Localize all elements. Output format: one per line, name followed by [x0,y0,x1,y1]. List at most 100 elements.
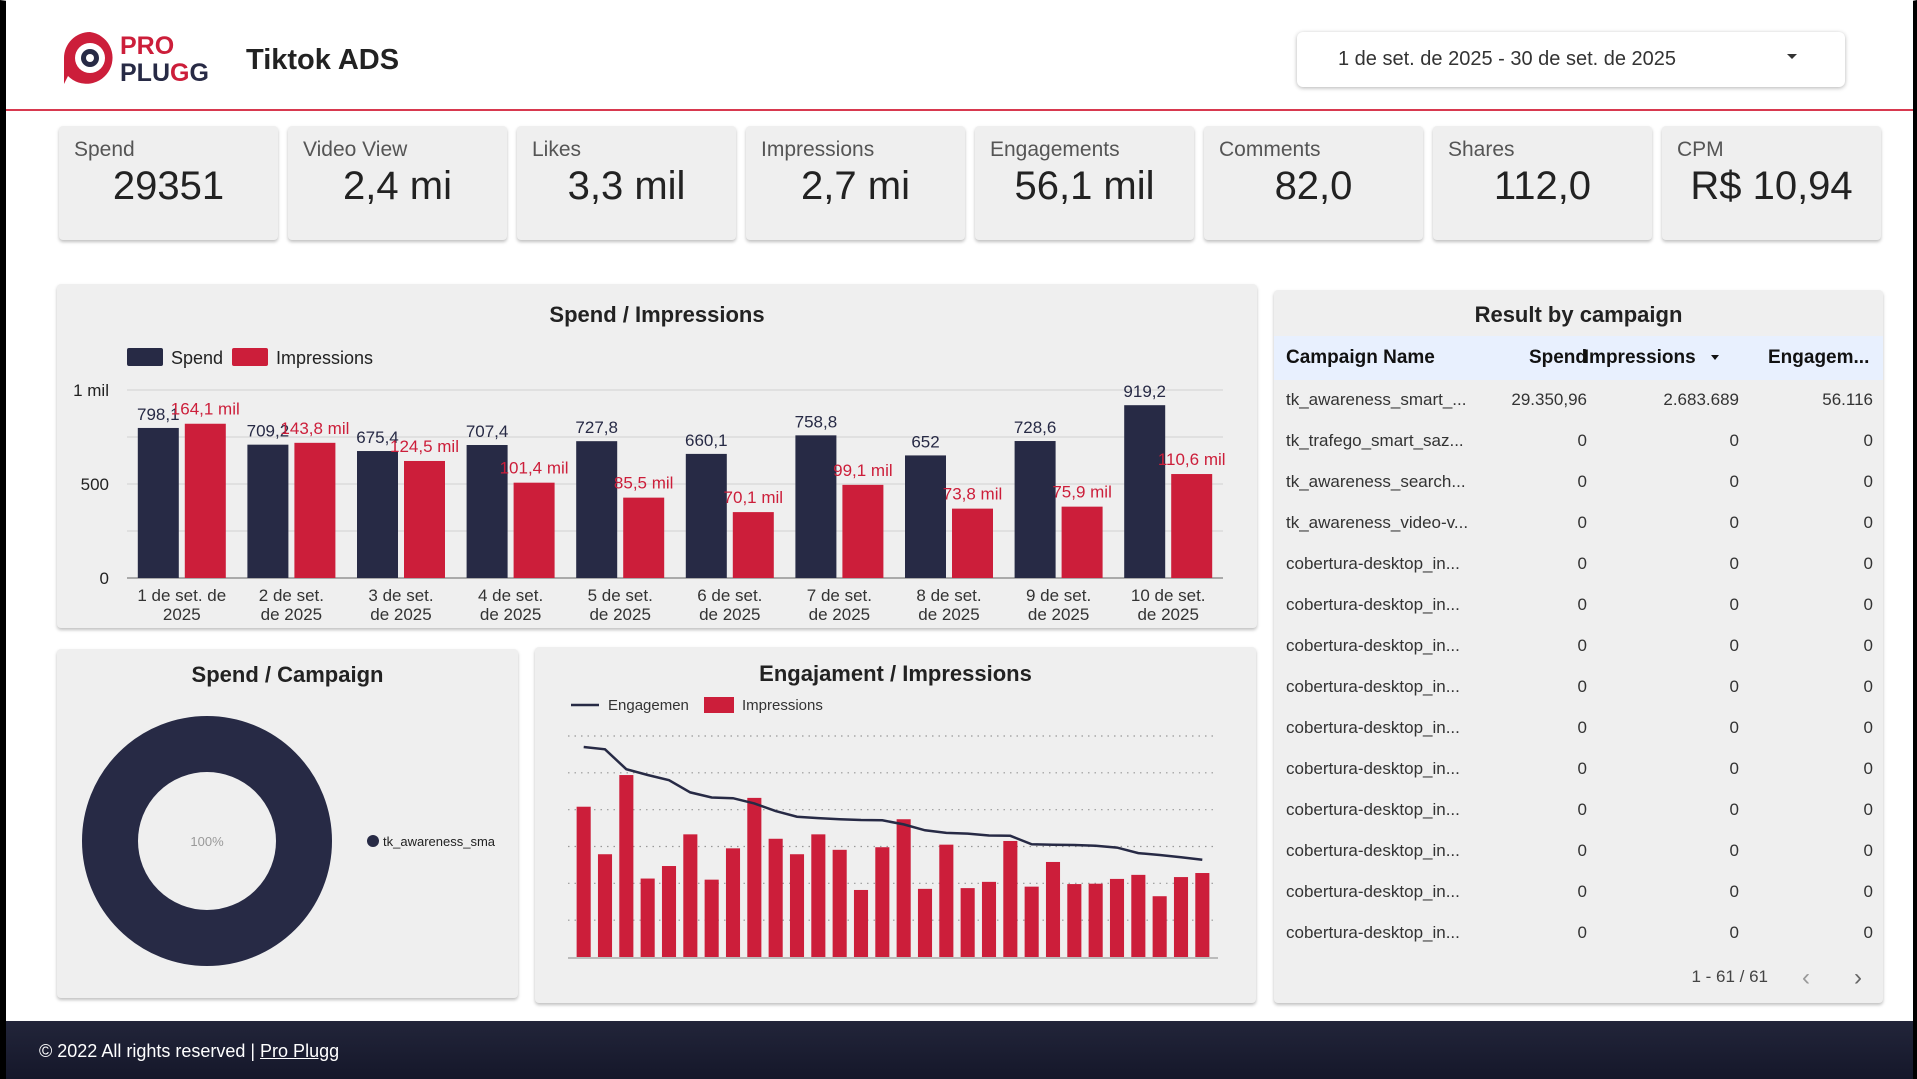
table-title: Result by campaign [1474,302,1683,327]
bar-impressions [404,460,445,578]
date-range-picker[interactable]: 1 de set. de 2025 - 30 de set. de 2025 [1297,32,1845,87]
bar-impressions [704,879,719,957]
cell-impressions: 0 [1729,841,1739,860]
cell-engagements: 0 [1863,472,1873,491]
bar-impressions [1045,861,1061,957]
legend-swatch-impressions [704,697,734,713]
cell-campaign-name: cobertura-desktop_in... [1286,636,1460,655]
x-tick-label: de 2025 [809,605,870,624]
bar-impressions [576,806,591,957]
column-header-engagements[interactable]: Engagem... [1768,347,1870,368]
table-row[interactable]: tk_awareness_smart_... 29.350,96 2.683.689… [1274,380,1883,421]
kpi-label: Impressions [761,138,875,161]
kpi-value: R$ 10,94 [1690,164,1853,208]
cell-impressions: 0 [1729,472,1739,491]
spend-campaign-chart-card: Spend / Campaign 100% tk_awareness_sma [57,649,518,998]
data-label-impressions: 73,8 mil [943,485,1003,504]
pagination-label: 1 - 61 / 61 [1691,967,1768,986]
bar-impressions [725,848,741,957]
cell-impressions: 0 [1729,923,1739,942]
x-tick-label: 2025 [163,605,201,624]
cell-spend: 0 [1577,718,1587,737]
chart-title: Engajament / Impressions [759,661,1032,686]
cell-impressions: 0 [1729,513,1739,532]
pro-plugg-link[interactable]: Pro Plugg [260,1041,340,1061]
x-tick-label: 2 de set. [259,586,324,605]
cell-spend: 0 [1577,554,1587,573]
cell-spend: 0 [1577,472,1587,491]
cell-campaign-name: cobertura-desktop_in... [1286,923,1460,942]
bar-impressions [1173,877,1189,957]
y-tick-label: 1 mil [73,381,109,400]
cell-engagements: 56.116 [1822,390,1873,409]
legend-label-engagements: Engagemen [608,697,689,714]
header: PRO PLUGG Tiktok ADS 1 de set. de 2025 -… [6,0,1913,111]
bar-impressions [747,797,762,957]
data-label-spend: 707,4 [466,422,509,441]
prev-page-button[interactable]: ‹ [1802,964,1810,991]
copyright-text: © 2022 All rights reserved | [39,1041,261,1061]
cell-campaign-name: cobertura-desktop_in... [1286,595,1460,614]
kpi-card-cpm: CPM R$ 10,94 [1662,126,1881,240]
bar-impressions [939,844,954,957]
table-row[interactable]: tk_awareness_search... 0 0 0 [1274,462,1883,503]
column-header-spend[interactable]: Spend [1528,347,1587,368]
bar-impressions [1061,506,1103,578]
bar-spend [357,451,398,578]
cell-spend: 0 [1577,513,1587,532]
column-header-campaign-name[interactable]: Campaign Name [1286,347,1435,368]
kpi-card-spend: Spend 29351 [59,126,278,240]
cell-engagements: 0 [1863,636,1873,655]
caret-down-icon [1711,355,1719,361]
bar-impressions [597,854,613,957]
x-tick-label: 3 de set. [368,586,433,605]
cell-engagements: 0 [1863,759,1873,778]
svg-text:PRO: PRO [120,32,174,60]
x-tick-label: de 2025 [589,605,650,624]
cell-impressions: 0 [1729,677,1739,696]
table-header: Campaign Name Spend Impressions Engagem.… [1274,336,1883,380]
kpi-value: 112,0 [1493,164,1592,208]
bar-impressions [1024,886,1039,957]
table-body[interactable]: tk_awareness_smart_... 29.350,96 2.683.689… [1274,380,1883,962]
next-page-button[interactable]: › [1854,964,1862,991]
bar-impressions [184,423,226,578]
bar-impressions [661,866,677,957]
table-row[interactable]: tk_awareness_video-v... 0 0 0 [1274,503,1883,544]
bar-impressions [1195,873,1210,957]
kpi-label: Comments [1219,138,1321,161]
bar-impressions [1109,878,1125,957]
data-label-spend: 798,1 [137,405,180,424]
cell-impressions: 0 [1729,431,1739,450]
cell-engagements: 0 [1863,718,1873,737]
table-row[interactable]: tk_trafego_smart_saz... 0 0 0 [1274,421,1883,462]
kpi-value: 56,1 mil [1014,164,1155,208]
cell-spend: 0 [1577,431,1587,450]
x-tick-label: de 2025 [699,605,760,624]
cell-impressions: 0 [1729,595,1739,614]
y-tick-label: 500 [81,475,109,494]
bar-impressions [875,847,890,957]
legend-label-impressions: Impressions [742,697,823,714]
cell-engagements: 0 [1863,677,1873,696]
table-row[interactable]: cobertura-desktop_in...000 [1274,954,1883,962]
column-header-impressions[interactable]: Impressions [1584,336,1719,380]
cell-engagements: 0 [1863,431,1873,450]
kpi-card-shares: Shares 112,0 [1433,126,1652,240]
cell-campaign-name: tk_awareness_search... [1286,472,1466,491]
data-label-impressions: 75,9 mil [1052,483,1112,502]
bar-impressions [1131,874,1146,957]
kpi-label: Shares [1448,138,1515,161]
cell-impressions: 0 [1729,554,1739,573]
bar-impressions [853,889,869,957]
